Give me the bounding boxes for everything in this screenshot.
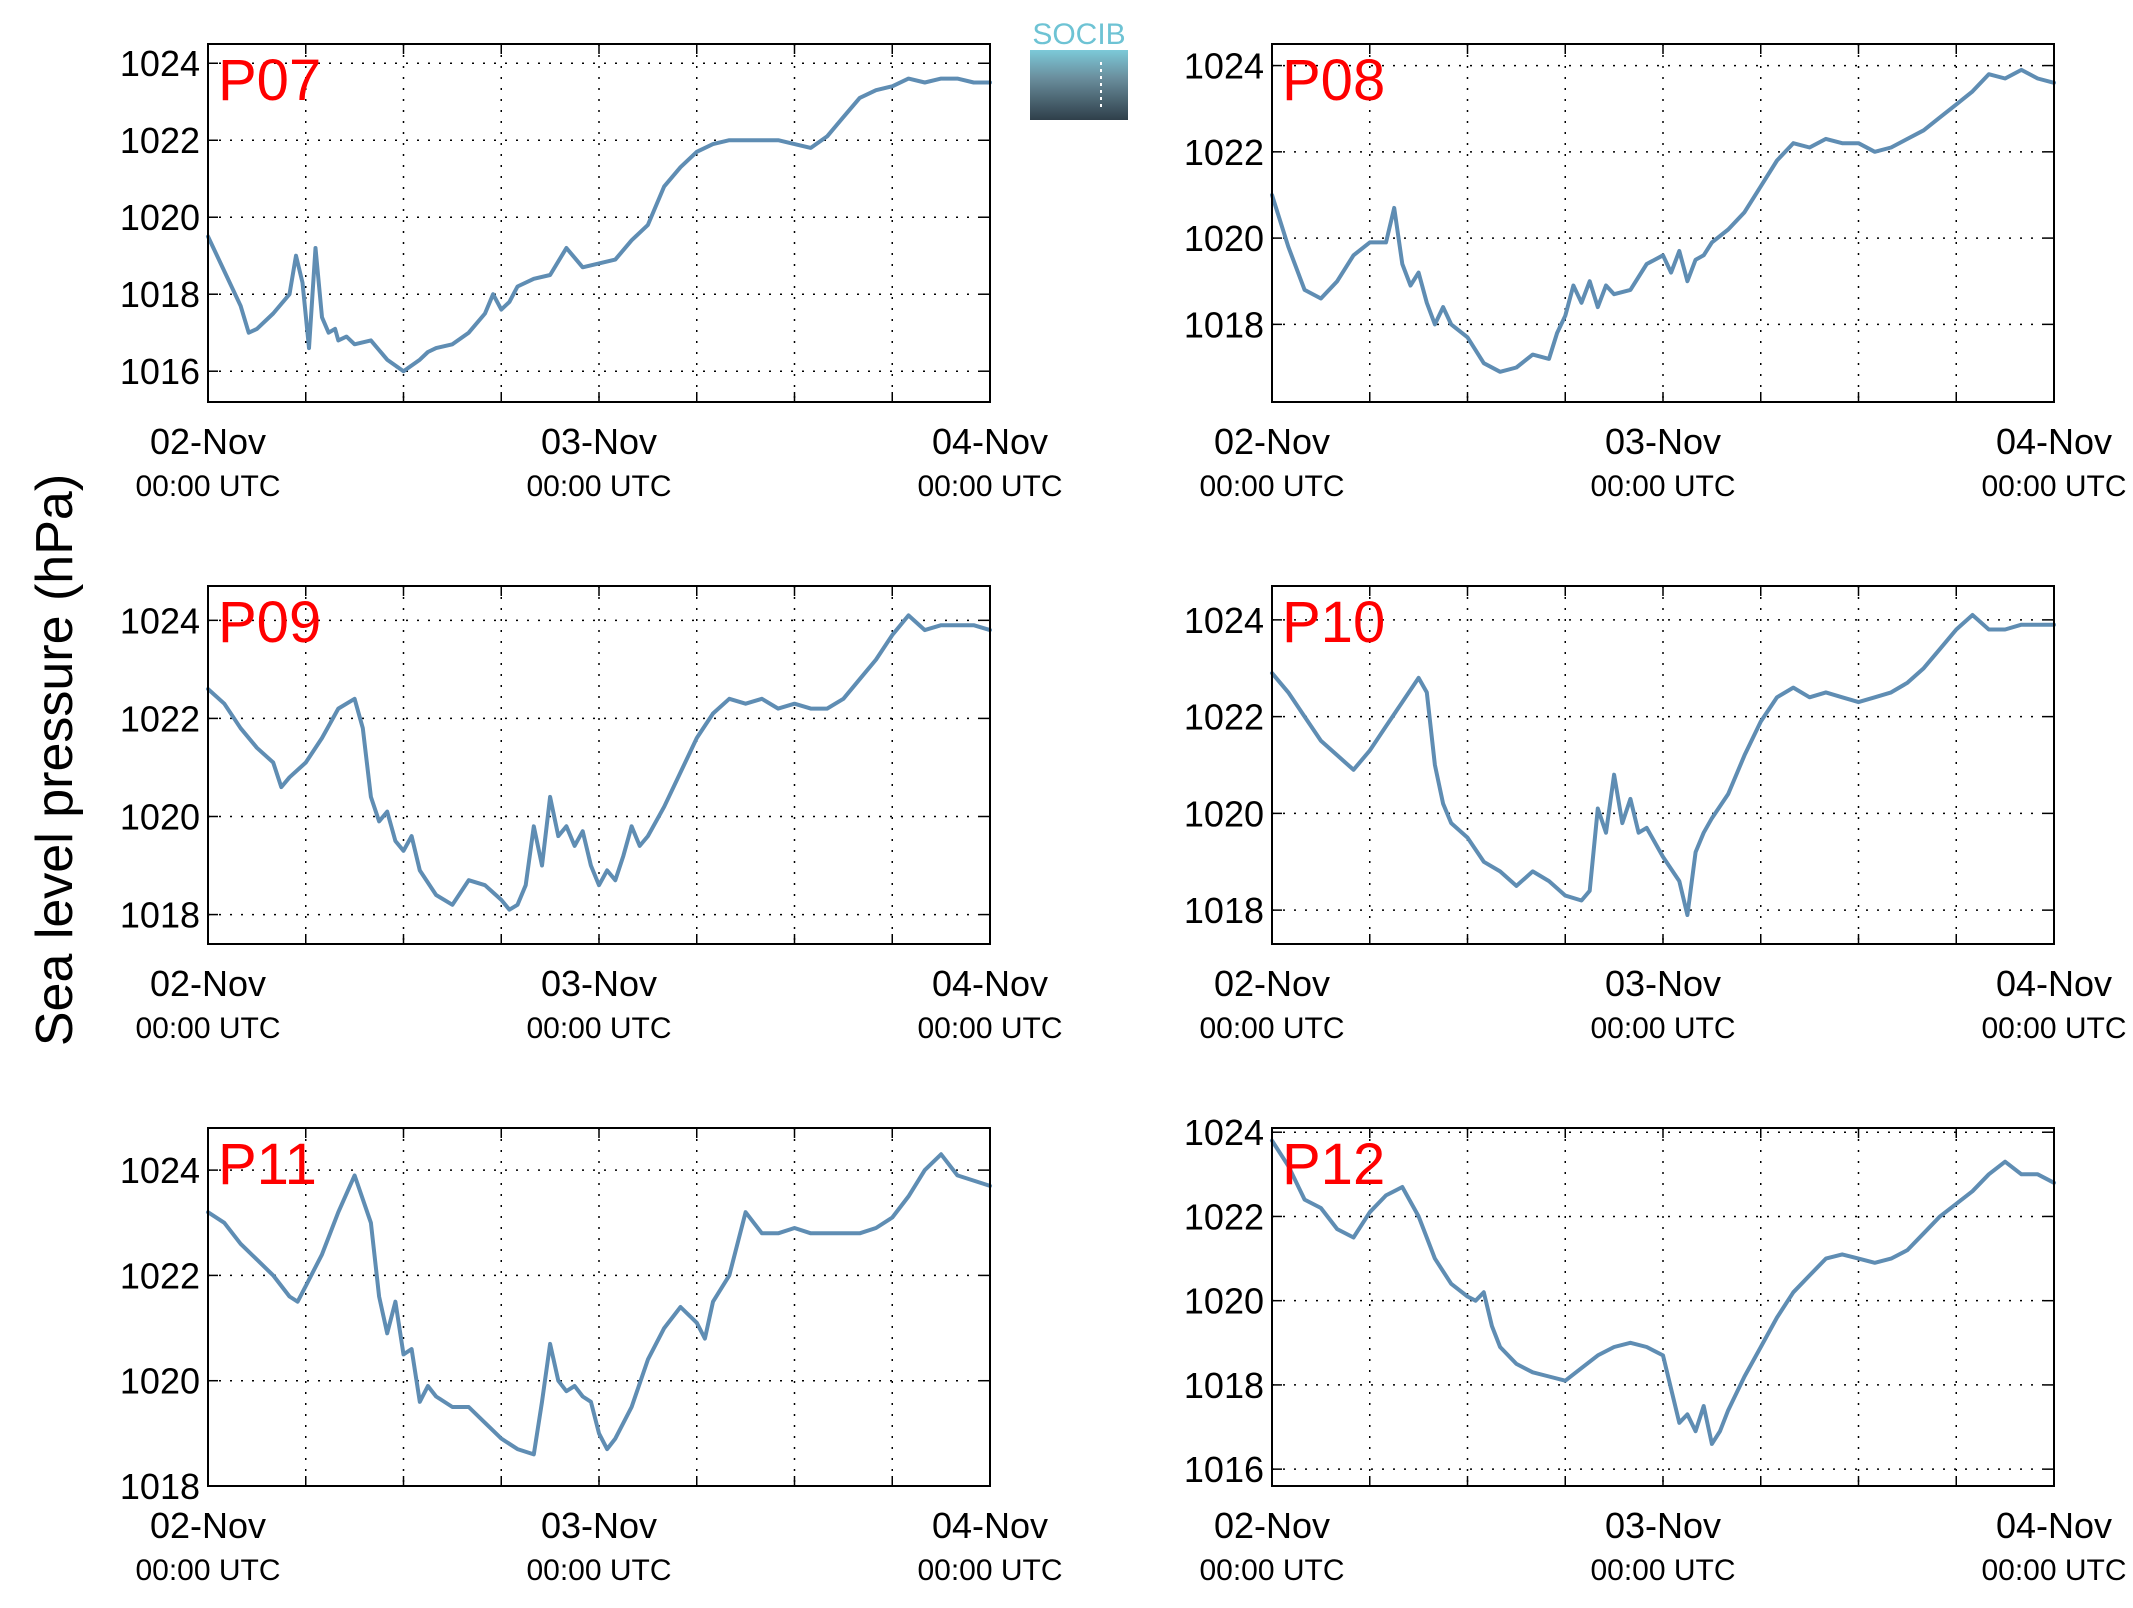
y-tick-label: 1024 [120, 600, 200, 641]
x-tick-label-date: 03-Nov [541, 1505, 657, 1546]
x-tick-label-time: 00:00 UTC [526, 1554, 671, 1587]
x-tick-label-time: 00:00 UTC [1981, 470, 2126, 503]
x-tick-label-time: 00:00 UTC [135, 470, 280, 503]
y-tick-label: 1018 [1184, 304, 1264, 345]
x-tick-label-time: 00:00 UTC [1199, 470, 1344, 503]
axes-box [1271, 1127, 2055, 1487]
y-tick-label: 1022 [1184, 132, 1264, 173]
x-tick-label-date: 04-Nov [932, 1505, 1048, 1546]
chart-panel-p12: 1016 1018 1020 1022 1024 02-Nov 00:00 UTC 03-No… [1184, 1112, 2127, 1587]
y-tick-label: 1024 [120, 43, 200, 84]
y-tick-label: 1024 [1184, 1112, 1264, 1153]
x-tick-label-date: 04-Nov [1996, 963, 2112, 1004]
chart-panel-p07: 1016 1018 1020 1022 1024 02-Nov 00:00 UTC 03-No… [120, 43, 1063, 503]
series-line [206, 1152, 992, 1457]
series-line [1270, 1138, 2056, 1446]
x-tick-label-time: 00:00 UTC [917, 470, 1062, 503]
y-tick-label: 1020 [120, 796, 200, 837]
y-tick-label: 1018 [120, 274, 200, 315]
y-tick-label: 1018 [1184, 1365, 1264, 1406]
axes-box [207, 43, 991, 403]
y-tick-label: 1020 [120, 197, 200, 238]
x-tick-label-time: 00:00 UTC [1590, 1012, 1735, 1045]
x-tick-label-date: 04-Nov [1996, 1505, 2112, 1546]
x-tick-label-date: 03-Nov [1605, 421, 1721, 462]
x-tick-label-date: 04-Nov [932, 963, 1048, 1004]
x-tick-label-time: 00:00 UTC [917, 1012, 1062, 1045]
axes-box [1271, 43, 2055, 403]
panel-label: P10 [1282, 590, 1385, 655]
panels: 1016 1018 1020 1022 1024 02-Nov 00:00 UTC 03-No… [120, 43, 2127, 1587]
panel-label: P09 [218, 590, 321, 655]
chart-panel-p08: 1018 1020 1022 1024 02-Nov 00:00 UTC 03-Nov 00:… [1184, 43, 2127, 503]
x-tick-label-time: 00:00 UTC [1199, 1554, 1344, 1587]
x-tick-label-date: 03-Nov [541, 963, 657, 1004]
x-tick-label-date: 02-Nov [1214, 1505, 1330, 1546]
panel-label: P08 [1282, 48, 1385, 113]
y-tick-label: 1022 [1184, 1196, 1264, 1237]
x-tick-label-time: 00:00 UTC [526, 1012, 671, 1045]
x-tick-label-time: 00:00 UTC [1590, 1554, 1735, 1587]
x-tick-label-date: 03-Nov [1605, 1505, 1721, 1546]
x-tick-label-time: 00:00 UTC [1199, 1012, 1344, 1045]
x-tick-label-time: 00:00 UTC [1981, 1012, 2126, 1045]
x-tick-label-date: 02-Nov [150, 963, 266, 1004]
y-tick-label: 1018 [120, 895, 200, 936]
y-tick-label: 1024 [1184, 600, 1264, 641]
y-tick-label: 1022 [120, 698, 200, 739]
y-tick-label: 1020 [1184, 793, 1264, 834]
series-line [1270, 67, 2056, 374]
axes-box [207, 585, 991, 945]
x-tick-label-time: 00:00 UTC [917, 1554, 1062, 1587]
socib-logo: SOCIB [1030, 18, 1128, 120]
y-tick-label: 1022 [120, 1255, 200, 1296]
series-line [1270, 613, 2056, 917]
panel-label: P11 [218, 1132, 317, 1197]
series-line [206, 76, 992, 374]
x-tick-label-date: 04-Nov [1996, 421, 2112, 462]
y-tick-label: 1018 [1184, 890, 1264, 931]
y-tick-label: 1020 [120, 1361, 200, 1402]
y-tick-label: 1016 [1184, 1449, 1264, 1490]
x-tick-label-time: 00:00 UTC [1590, 470, 1735, 503]
x-tick-label-time: 00:00 UTC [526, 470, 671, 503]
y-tick-label: 1020 [1184, 218, 1264, 259]
y-tick-label: 1022 [1184, 697, 1264, 738]
axes-box [207, 1127, 991, 1487]
x-tick-label-time: 00:00 UTC [1981, 1554, 2126, 1587]
panel-label: P12 [1282, 1132, 1385, 1197]
x-tick-label-time: 00:00 UTC [135, 1554, 280, 1587]
y-tick-label: 1018 [120, 1466, 200, 1507]
chart-panel-p10: 1018 1020 1022 1024 02-Nov 00:00 UTC 03-Nov 00:… [1184, 585, 2127, 1045]
y-tick-label: 1016 [120, 351, 200, 392]
x-tick-label-date: 02-Nov [1214, 963, 1330, 1004]
logo-block [1030, 50, 1128, 120]
chart-panel-p11: 1018 1020 1022 1024 02-Nov 00:00 UTC 03-Nov 00:… [120, 1127, 1063, 1587]
x-tick-label-date: 04-Nov [932, 421, 1048, 462]
x-tick-label-date: 02-Nov [1214, 421, 1330, 462]
x-tick-label-date: 02-Nov [150, 1505, 266, 1546]
y-tick-label: 1022 [120, 120, 200, 161]
y-tick-label: 1020 [1184, 1281, 1264, 1322]
axes-box [1271, 585, 2055, 945]
x-tick-label-date: 03-Nov [541, 421, 657, 462]
y-axis-label: Sea level pressure (hPa) [26, 474, 84, 1046]
series-line [206, 613, 992, 912]
y-tick-label: 1024 [120, 1150, 200, 1191]
logo-text: SOCIB [1032, 18, 1125, 51]
panel-label: P07 [218, 48, 321, 113]
x-tick-label-time: 00:00 UTC [135, 1012, 280, 1045]
y-tick-label: 1024 [1184, 46, 1264, 87]
x-tick-label-date: 02-Nov [150, 421, 266, 462]
x-tick-label-date: 03-Nov [1605, 963, 1721, 1004]
chart-panel-p09: 1018 1020 1022 1024 02-Nov 00:00 UTC 03-Nov 00:… [120, 585, 1063, 1045]
